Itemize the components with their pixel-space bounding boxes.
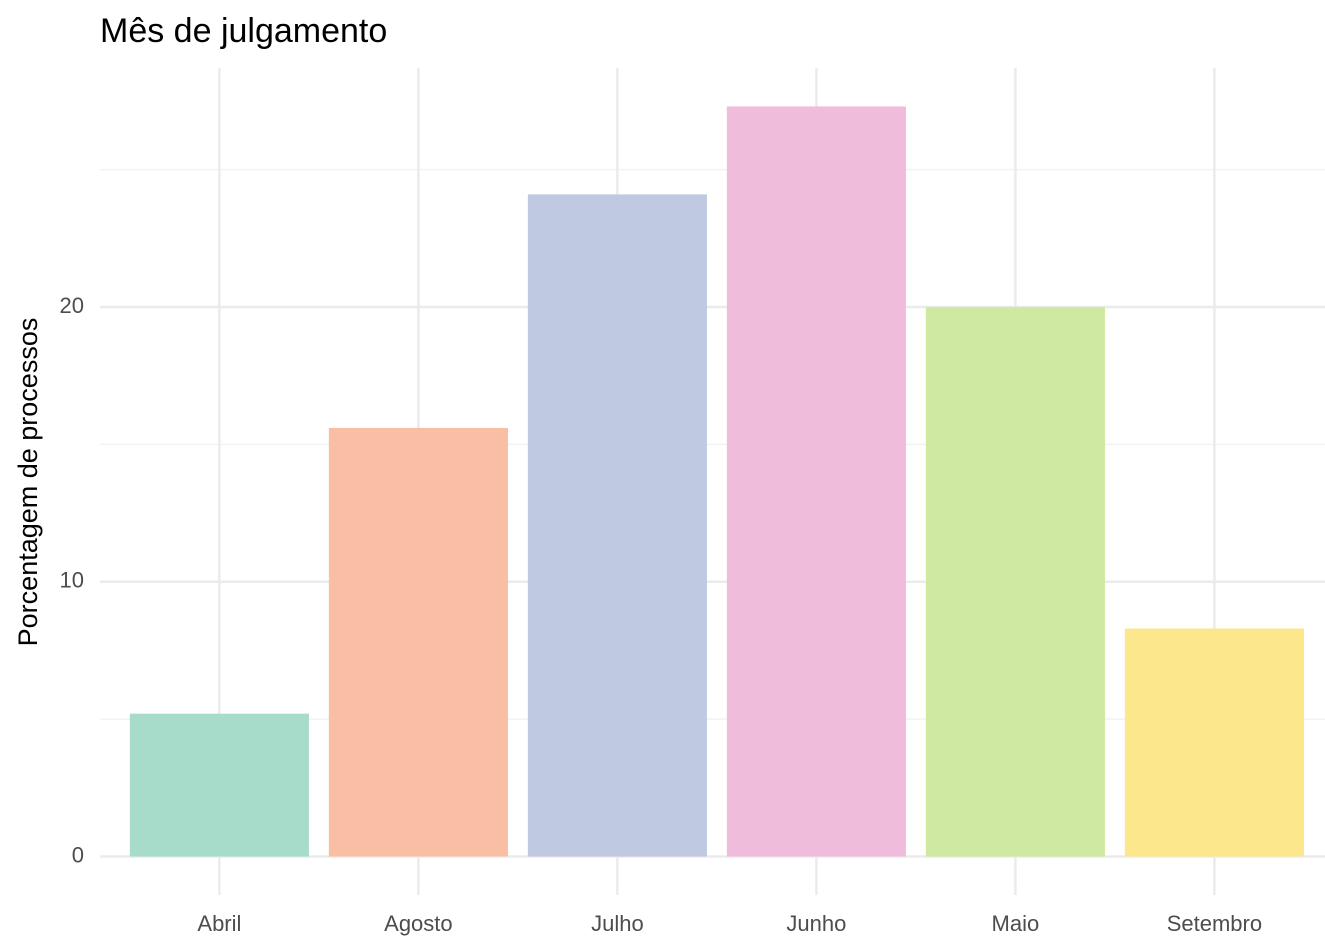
bar	[328, 427, 508, 857]
bar	[527, 194, 707, 857]
y-tick-label: 0	[72, 842, 84, 867]
y-axis-label: Porcentagem de processos	[13, 318, 43, 647]
x-tick-label: Julho	[591, 911, 644, 936]
y-tick-label: 20	[60, 293, 84, 318]
bar	[129, 713, 309, 857]
x-tick-label: Setembro	[1167, 911, 1262, 936]
bar	[925, 307, 1105, 857]
x-tick-label: Maio	[992, 911, 1040, 936]
x-tick-label: Abril	[197, 911, 241, 936]
bar	[726, 106, 906, 857]
x-tick-label: Agosto	[384, 911, 453, 936]
chart-title: Mês de julgamento	[100, 12, 387, 50]
bar	[1124, 628, 1304, 857]
y-tick-label: 10	[60, 568, 84, 593]
x-tick-label: Junho	[786, 911, 846, 936]
